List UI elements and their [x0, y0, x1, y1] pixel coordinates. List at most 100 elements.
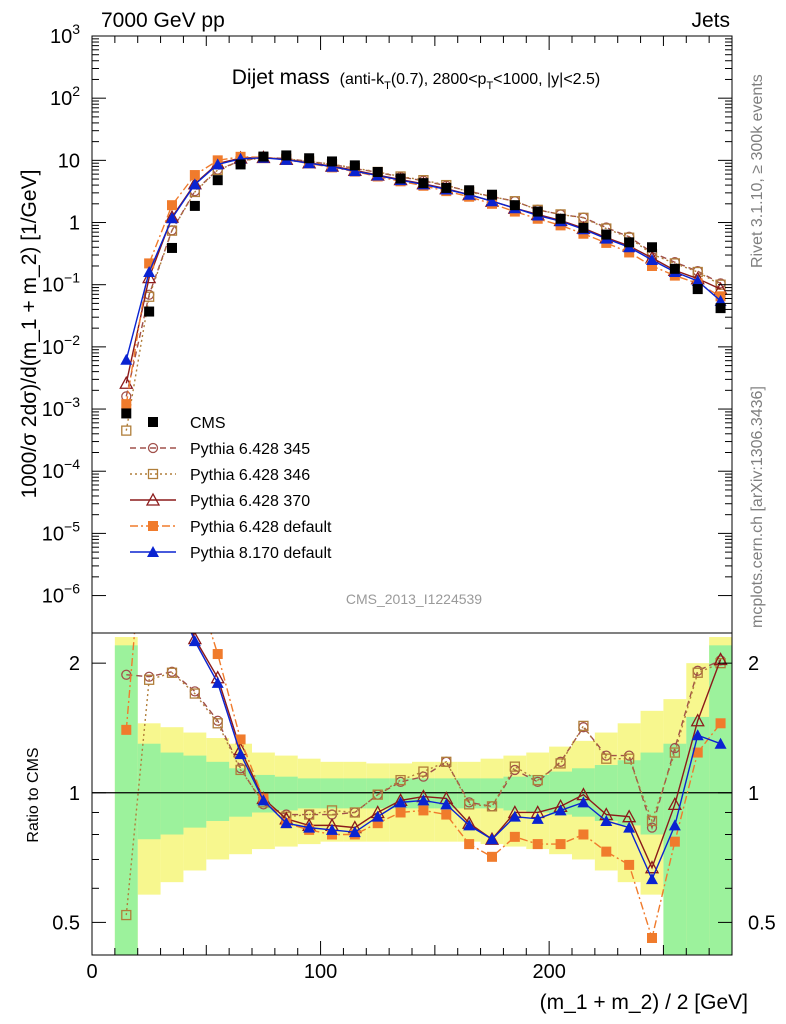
ratio-data-point — [646, 815, 658, 827]
ratio-data-point — [554, 804, 567, 816]
ratio-data-point — [121, 724, 132, 735]
ratio-stat-band — [297, 778, 321, 809]
ratio-data-point — [372, 818, 383, 829]
main-data-point — [624, 237, 635, 248]
ratio-data-point — [486, 801, 498, 812]
ratio-data-point — [257, 794, 270, 806]
main-data-point — [715, 303, 726, 314]
ratio-data-point — [623, 821, 636, 833]
main-y-tick-label: 10−3 — [42, 394, 80, 421]
ratio-stat-band — [137, 743, 161, 840]
main-y-tick-label: 10−6 — [42, 581, 80, 608]
ratio-data-point — [623, 753, 635, 764]
ratio-data-point — [418, 805, 429, 816]
ratio-data-point — [508, 810, 521, 822]
ratio-data-point — [532, 774, 543, 786]
ratio-data-point — [349, 807, 361, 818]
ratio-data-point — [463, 799, 475, 810]
main-y-tick-label: 102 — [50, 83, 80, 110]
main-y-axis-label: 1000/σ 2dσ)/d(m_1 + m_2) [1/GeV] — [18, 170, 41, 499]
main-title-detail-c: <1000, |y|<2.5) — [493, 71, 600, 88]
main-data-point — [167, 242, 177, 253]
ratio-data-point — [531, 812, 544, 824]
ratio-data-point — [235, 734, 246, 745]
legend-label: Pythia 6.428 default — [190, 519, 332, 536]
ratio-data-point — [395, 807, 406, 818]
main-data-point — [692, 284, 703, 295]
ratio-data-point — [691, 729, 704, 741]
ratio-series-line — [125, 662, 721, 916]
main-data-point — [211, 158, 224, 170]
main-title-text: Dijet mass — [232, 66, 330, 89]
main-watermark: CMS_2013_I1224539 — [346, 591, 482, 607]
ratio-data-point — [487, 851, 497, 862]
ratio-stat-band — [480, 778, 504, 809]
main-title-detail-b: (0.7), 2800<p — [391, 71, 487, 88]
ratio-data-point — [303, 821, 316, 833]
ratio-data-point — [395, 774, 406, 786]
ratio-data-point — [532, 839, 543, 850]
main-data-point — [281, 150, 292, 161]
main-data-point — [555, 213, 566, 224]
main-data-point — [647, 260, 657, 271]
main-data-point — [486, 195, 498, 207]
main-data-point — [395, 173, 406, 184]
main-data-point — [487, 189, 497, 200]
legend-marker — [147, 442, 159, 454]
ratio-data-point — [372, 789, 383, 800]
main-title-detail-a: (anti-k — [340, 71, 385, 88]
ratio-data-point — [646, 822, 658, 833]
main-data-point — [258, 151, 269, 162]
main-data-point — [509, 200, 520, 211]
ratio-data-point — [577, 796, 590, 808]
main-y-tick-label: 1 — [69, 213, 80, 235]
main-title-detail-sub2: T — [486, 80, 493, 92]
main-data-point — [714, 294, 727, 306]
ratio-data-point — [166, 667, 178, 678]
ratio-data-point — [189, 688, 201, 699]
ratio-data-point — [647, 932, 657, 943]
ratio-stat-band — [663, 743, 687, 955]
ratio-stat-band — [320, 778, 344, 809]
main-y-tick-label: 103 — [50, 21, 80, 48]
main-data-point — [166, 212, 178, 224]
main-data-point — [121, 425, 132, 436]
ratio-y-tick-label: 1 — [69, 783, 80, 805]
ratio-stat-band — [160, 752, 184, 835]
main-data-point — [235, 159, 246, 170]
legend: CMS Pythia 6.428 345 Pythia 6.428 346 Pythi… — [130, 415, 332, 562]
ratio-data-point — [668, 819, 681, 831]
main-data-point — [349, 160, 360, 171]
ratio-y-tick-label-right: 2 — [748, 653, 759, 675]
ratio-stat-band — [366, 778, 390, 809]
main-data-point — [189, 200, 200, 211]
ratio-data-point — [600, 814, 613, 826]
main-data-point — [372, 166, 383, 177]
main-data-point — [121, 399, 132, 410]
ratio-stat-band — [640, 752, 664, 835]
main-data-point — [691, 274, 704, 286]
main-frame — [91, 35, 733, 634]
ratio-data-point — [121, 909, 132, 921]
ratio-data-point — [143, 674, 155, 685]
legend-marker — [145, 492, 161, 506]
ratio-stat-band — [114, 645, 138, 955]
ratio-y-axis-label: Ratio to CMS — [25, 747, 42, 842]
main-data-point — [624, 247, 635, 258]
legend-marker — [147, 546, 159, 557]
main-data-point — [121, 408, 132, 419]
ratio-data-point — [212, 649, 223, 660]
main-data-point — [120, 353, 133, 365]
main-y-tick-label: 10−5 — [42, 518, 80, 545]
legend-marker — [148, 417, 158, 427]
ratio-data-point — [371, 810, 384, 822]
header-right: Jets — [691, 9, 730, 32]
main-data-point — [532, 206, 543, 217]
main-data-point — [578, 222, 589, 233]
ratio-data-point — [326, 805, 338, 816]
mcplots-label: mcplots.cern.ch [arXiv:1306.3436] — [749, 386, 766, 628]
main-y-tick-label: 10−1 — [42, 270, 80, 297]
ratio-data-point — [280, 817, 293, 829]
ratio-data-point — [394, 796, 407, 808]
